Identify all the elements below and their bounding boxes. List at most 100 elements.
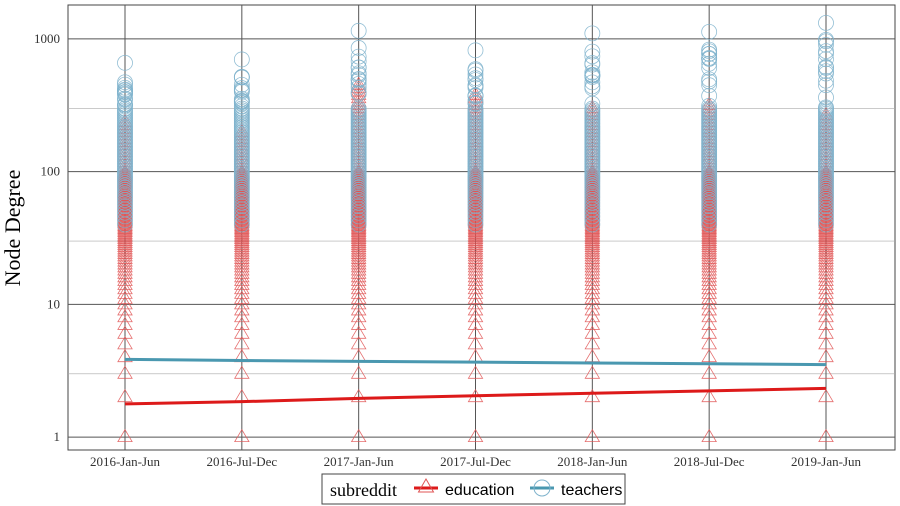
teachers-point: [701, 43, 718, 60]
education-point: [701, 276, 717, 290]
teachers-point: [467, 78, 484, 94]
education-point: [117, 269, 133, 283]
education-point: [701, 243, 717, 257]
education-point: [584, 250, 601, 264]
education-point: [117, 290, 133, 304]
points-layer: [117, 14, 834, 443]
teachers-point: [233, 195, 250, 211]
education-point: [350, 272, 367, 286]
legend-key-teachers: [530, 479, 554, 497]
education-point: [467, 232, 484, 246]
education-point: [701, 250, 717, 264]
education-point: [117, 256, 133, 270]
teachers-point: [701, 97, 718, 114]
education-point: [818, 202, 834, 216]
education-point: [234, 336, 250, 350]
education-point: [584, 316, 601, 330]
teachers-point: [350, 195, 367, 211]
education-point: [117, 157, 133, 171]
education-point: [117, 296, 133, 310]
education-point: [350, 296, 367, 310]
education-point: [234, 253, 250, 267]
education-point: [701, 285, 717, 299]
teachers-point: [350, 208, 367, 225]
teachers-point: [467, 198, 484, 215]
education-point: [584, 285, 601, 299]
education-point: [350, 230, 367, 245]
education-point: [117, 193, 133, 207]
education-point: [701, 248, 717, 262]
education-point: [584, 336, 601, 350]
education-point: [818, 296, 834, 310]
education-point: [234, 325, 250, 339]
education-point: [350, 265, 367, 279]
teachers-point: [818, 77, 834, 94]
education-point: [350, 280, 367, 295]
education-point: [234, 265, 250, 279]
teachers-point: [467, 186, 484, 203]
teachers-point: [818, 65, 834, 82]
education-point: [701, 336, 717, 350]
education-point: [350, 213, 367, 227]
education-point: [350, 225, 367, 239]
education-point: [818, 316, 834, 330]
education-point: [234, 193, 250, 207]
education-point: [818, 146, 834, 161]
education-point: [818, 269, 834, 283]
teachers-point: [818, 36, 834, 53]
education-point: [467, 428, 484, 443]
education-point: [818, 229, 834, 243]
education-point: [117, 243, 133, 257]
education-point: [117, 365, 133, 379]
trend-layer: [124, 357, 827, 406]
education-point: [234, 296, 250, 310]
teachers-point: [701, 60, 718, 76]
education-point: [584, 269, 601, 283]
education-point: [117, 280, 133, 295]
teachers-point: [467, 70, 484, 87]
education-point: [350, 243, 367, 257]
education-point: [234, 230, 250, 245]
education-point: [701, 227, 717, 241]
education-point: [467, 272, 484, 286]
education-point: [350, 143, 367, 157]
education-point: [701, 150, 717, 164]
education-point: [350, 365, 367, 379]
education-point: [584, 143, 601, 157]
teachers-point: [584, 48, 601, 65]
education-point: [701, 308, 717, 323]
education-point: [234, 272, 250, 286]
teachers-point: [701, 71, 718, 88]
teachers-point: [584, 212, 601, 229]
teachers-point: [350, 48, 367, 65]
teachers-trend-line: [124, 357, 827, 367]
education-point: [350, 290, 367, 304]
teachers-point: [117, 198, 133, 215]
teachers-point: [701, 23, 718, 40]
teachers-point: [818, 43, 834, 60]
education-point: [584, 153, 601, 167]
education-point: [584, 245, 601, 259]
teachers-point: [818, 208, 834, 225]
education-point: [350, 229, 367, 243]
education-point: [467, 153, 484, 167]
education-point: [701, 269, 717, 283]
education-point: [467, 225, 484, 239]
education-point: [117, 229, 133, 243]
teachers-point: [818, 72, 834, 89]
education-point: [234, 290, 250, 304]
education-point: [584, 213, 601, 227]
education-point: [467, 290, 484, 304]
education-point: [117, 325, 133, 339]
education-point: [467, 253, 484, 267]
education-point: [701, 232, 717, 246]
education-point: [467, 230, 484, 245]
teachers-point: [117, 97, 133, 114]
teachers-point: [701, 195, 718, 211]
teachers-point: [584, 64, 601, 81]
education-point: [584, 256, 601, 270]
education-point: [584, 232, 601, 246]
education-point: [701, 153, 717, 167]
education-point: [234, 280, 250, 295]
